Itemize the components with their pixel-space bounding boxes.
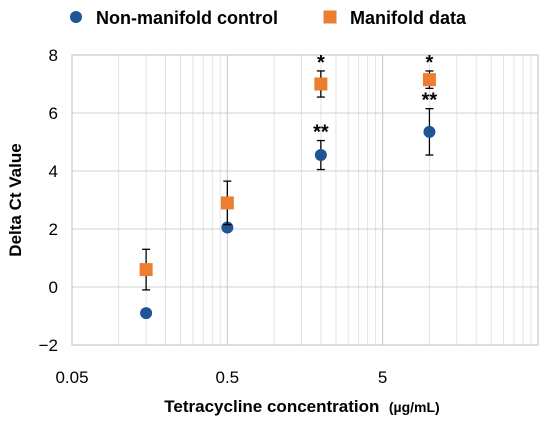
legend-marker-square <box>323 10 337 24</box>
grid-lines <box>72 54 538 346</box>
data-point-non-manifold <box>423 125 436 138</box>
tick-labels: −2 0 2 4 6 8 0.05 0.5 5 <box>39 46 388 387</box>
axes <box>71 54 539 346</box>
significance-label: ** <box>422 90 438 112</box>
y-tick-label: 4 <box>49 162 58 181</box>
data-point-non-manifold <box>140 307 153 320</box>
significance-label: * <box>426 52 434 74</box>
plot-frame <box>71 54 539 346</box>
data-point-manifold <box>314 77 328 91</box>
legend-label: Non-manifold control <box>96 8 278 28</box>
significance-label: ** <box>313 122 329 144</box>
significance-label: * <box>317 52 325 74</box>
data-point-non-manifold <box>314 149 327 162</box>
x-axis-title-text: Tetracycline concentration <box>164 397 379 416</box>
x-tick-label: 0.5 <box>216 368 240 387</box>
legend: Non-manifold control Manifold data <box>70 8 467 28</box>
data-point-manifold <box>139 263 153 277</box>
y-tick-label: 0 <box>49 278 58 297</box>
y-axis-title: Delta Ct Value <box>6 143 25 256</box>
data-point-manifold <box>422 73 436 87</box>
x-axis-unit: (µg/mL) <box>389 399 440 415</box>
data-points: ***** * <box>139 52 438 320</box>
data-point-manifold <box>220 196 234 210</box>
y-tick-label: −2 <box>39 336 58 355</box>
legend-label: Manifold data <box>350 8 467 28</box>
x-tick-label: 0.05 <box>55 368 88 387</box>
x-axis-title: Tetracycline concentration (µg/mL) <box>164 397 439 416</box>
legend-marker-circle <box>70 11 82 23</box>
x-tick-label: 5 <box>378 368 387 387</box>
y-tick-label: 2 <box>49 220 58 239</box>
y-tick-label: 6 <box>49 104 58 123</box>
y-tick-label: 8 <box>49 46 58 65</box>
